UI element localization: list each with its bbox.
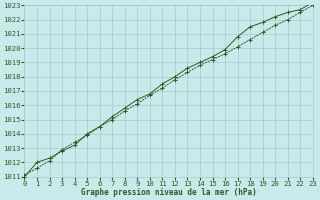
X-axis label: Graphe pression niveau de la mer (hPa): Graphe pression niveau de la mer (hPa) — [81, 188, 257, 197]
